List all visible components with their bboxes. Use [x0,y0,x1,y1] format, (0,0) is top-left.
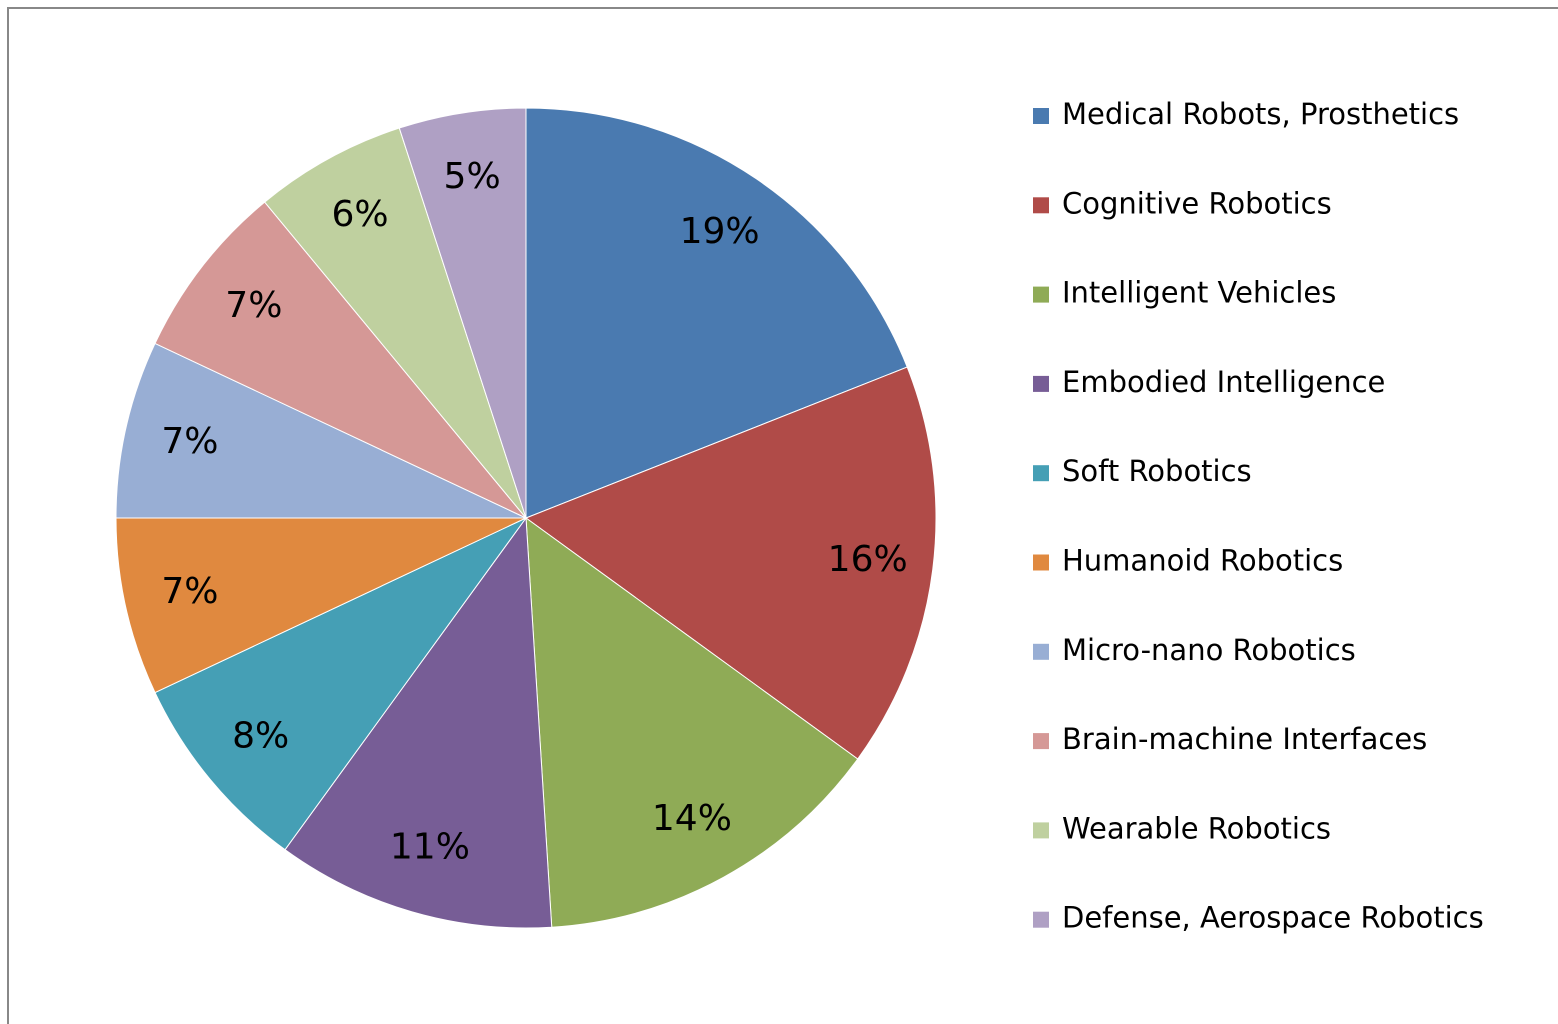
data-label: 6% [332,194,389,235]
data-label: 8% [232,716,289,757]
pie-slice [525,516,859,928]
legend-swatch [1033,465,1049,482]
legend-swatch [1033,197,1049,214]
pie-slice [525,107,908,519]
legend-swatch [1033,643,1049,660]
data-label: 7% [161,571,218,612]
data-label: 11% [390,827,470,868]
legend-swatch [1033,822,1049,839]
legend-label: Cognitive Robotics [1062,186,1332,220]
pie-slice [115,342,527,519]
legend-swatch [1033,554,1049,571]
legend-label: Wearable Robotics [1062,811,1331,845]
legend-swatch [1033,733,1049,750]
legend-label: Brain-machine Interfaces [1062,722,1427,756]
legend-swatch [1033,108,1049,124]
data-label: 14% [652,798,732,839]
pie-slice [398,107,527,519]
legend-label: Soft Robotics [1062,454,1252,488]
pie-slice [284,516,553,929]
legend-label: Defense, Aerospace Robotics [1062,901,1484,935]
pie-slice [154,201,527,519]
legend-swatch [1033,286,1049,303]
data-label: 5% [444,156,501,197]
legend-label: Micro-nano Robotics [1062,633,1356,667]
data-label: 7% [161,421,218,462]
legend-label: Humanoid Robotics [1062,544,1343,578]
pie-slice [263,127,527,519]
legend-swatch [1033,375,1049,392]
legend-label: Intelligent Vehicles [1062,276,1336,310]
data-label: 7% [225,285,282,326]
pie-slice [524,366,937,760]
legend-label: Medical Robots, Prosthetics [1062,97,1459,131]
data-label: 16% [828,539,908,580]
pie-slice [154,517,527,851]
data-label: 19% [680,211,760,252]
legend-swatch [1033,911,1049,928]
legend-label: Embodied Intelligence [1062,365,1385,399]
pie-slice [115,517,527,694]
